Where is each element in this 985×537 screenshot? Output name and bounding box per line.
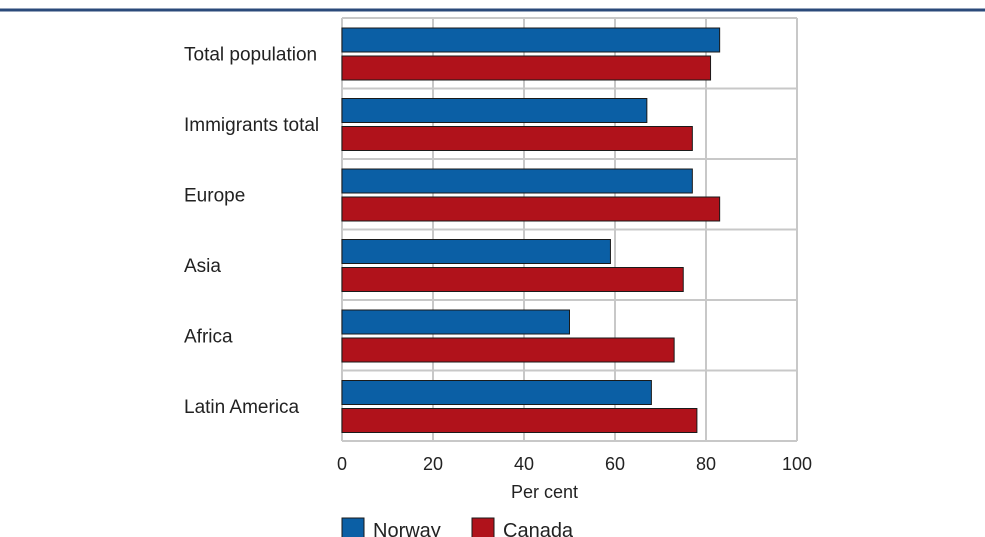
legend-label-canada: Canada [503,520,574,537]
x-tick-label: 40 [514,454,534,474]
bar-canada-3 [341,267,684,292]
x-tick-label: 100 [782,454,812,474]
legend-label-norway: Norway [373,520,441,537]
legend-swatch-canada [471,517,495,537]
bar-norway-1 [341,98,648,123]
bar-canada-5 [341,408,698,433]
bar-canada-2 [341,196,721,222]
category-label: Europe [184,185,245,206]
bar-norway-5 [341,380,652,405]
category-label: Asia [184,256,221,277]
bar-norway-2 [341,168,693,194]
legend: Norway Canada [341,517,574,537]
gridlines [341,17,798,442]
bar-norway-0 [341,27,721,53]
category-labels: Total population Immigrants total Europe As… [184,44,319,418]
legend-swatch-norway [341,517,365,537]
category-label: Total population [184,44,317,65]
x-tick-label: 0 [337,454,347,474]
x-axis-title: Per cent [511,482,578,502]
bar-norway-3 [341,239,611,264]
category-label: Latin America [184,397,300,418]
x-tick-label: 80 [696,454,716,474]
category-label: Africa [184,326,233,347]
x-axis-ticks: 0 20 40 60 80 100 [337,454,812,474]
x-tick-label: 60 [605,454,625,474]
bar-canada-4 [341,337,675,363]
category-label: Immigrants total [184,115,319,136]
bar-canada-0 [341,55,712,81]
bar-norway-4 [341,309,570,335]
bar-canada-1 [341,126,693,151]
x-tick-label: 20 [423,454,443,474]
bars [341,27,721,433]
